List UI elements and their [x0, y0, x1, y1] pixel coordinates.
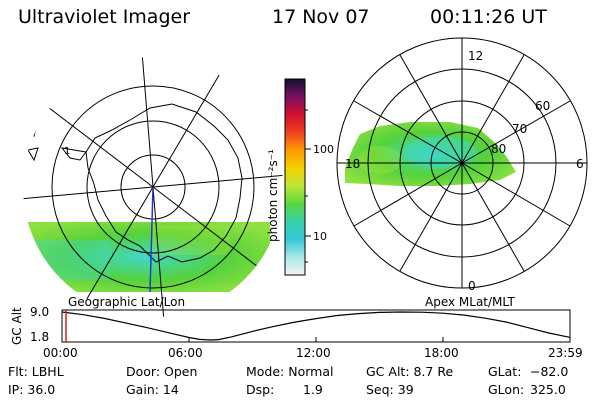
- geo-map-label: Geographic Lat/Lon: [68, 295, 186, 309]
- ytick-1-8: 1.8: [30, 330, 49, 344]
- magnetic-map: 12 6 0 18 60 70 80: [336, 37, 588, 293]
- mlt-label-0: 0: [468, 279, 476, 293]
- colorbar: 100 10 photon cm⁻²s⁻¹: [266, 78, 334, 276]
- glon-value: 325.0: [530, 382, 566, 397]
- filter-status: Flt: LBHL: [8, 364, 64, 379]
- dsp-label: Dsp:: [246, 382, 275, 397]
- altitude-timeline: 9.0 1.8 GC Alt: [10, 305, 571, 345]
- ip-status: IP: 36.0: [8, 382, 56, 397]
- instrument-title: Ultraviolet Imager: [18, 6, 191, 28]
- ytick-9-0: 9.0: [30, 305, 49, 319]
- geographic-map: 1: [23, 57, 283, 317]
- mag-map-label: Apex MLat/MLT: [425, 295, 515, 309]
- time-label: 00:11:26 UT: [430, 6, 547, 28]
- mlat-label-60: 60: [535, 99, 550, 113]
- colorbar-fill: [284, 78, 306, 276]
- xlabel-06-00: 06:00: [168, 346, 203, 360]
- colorbar-tick-10: 10: [313, 230, 327, 243]
- glat-value: −82.0: [530, 364, 569, 379]
- noon-meridian-line: [149, 186, 154, 293]
- mlat-label-70: 70: [512, 122, 527, 136]
- mlat-label-80: 80: [491, 142, 506, 156]
- date-label: 17 Nov 07: [272, 6, 370, 28]
- xlabel-00-00: 00:00: [43, 346, 78, 360]
- glat-label: GLat:: [488, 364, 522, 379]
- seq-status: Seq: 39: [366, 382, 414, 397]
- gc-alt-status: GC Alt: 8.7 Re: [366, 364, 454, 379]
- continent-outline: [85, 103, 243, 263]
- door-status: Door: Open: [126, 364, 198, 379]
- xlabel-18-00: 18:00: [424, 346, 459, 360]
- altitude-series-line: [61, 311, 570, 341]
- pole-marker-label: 1: [64, 146, 70, 157]
- gain-status: Gain: 14: [126, 382, 179, 397]
- xlabel-12-00: 12:00: [296, 346, 331, 360]
- timeline-ylabel: GC Alt: [10, 307, 24, 345]
- mlt-label-18: 18: [345, 157, 360, 171]
- glon-label: GLon:: [488, 382, 525, 397]
- xlabel-23-59: 23:59: [548, 346, 583, 360]
- mlt-label-12: 12: [468, 49, 483, 63]
- timeline-xticks: [61, 337, 571, 342]
- mlt-label-6: 6: [576, 157, 584, 171]
- dsp-value: 1.9: [303, 382, 323, 397]
- geo-aurora-image: [23, 222, 270, 292]
- mode-status: Mode: Normal: [246, 364, 334, 379]
- colorbar-tick-100: 100: [313, 143, 334, 156]
- colorbar-unit-label: photon cm⁻²s⁻¹: [266, 149, 280, 242]
